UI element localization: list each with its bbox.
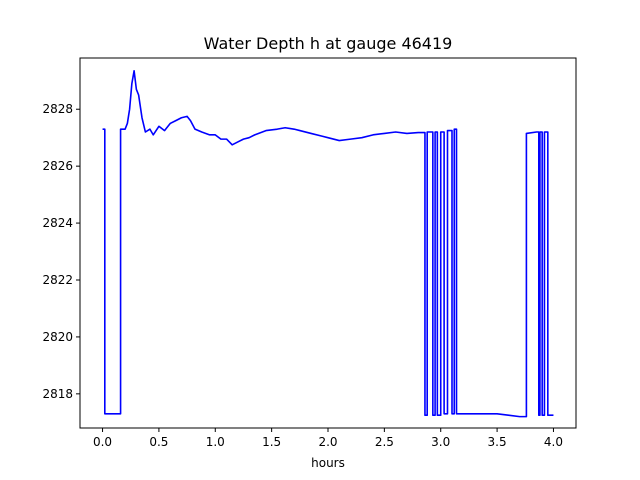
x-tick-label: 3.0	[431, 435, 450, 449]
x-tick-label: 4.0	[544, 435, 563, 449]
y-tick-label: 2822	[42, 273, 73, 287]
y-tick-label: 2828	[42, 102, 73, 116]
x-tick-label: 2.5	[375, 435, 394, 449]
y-tick-label: 2826	[42, 159, 73, 173]
y-tick-label: 2824	[42, 216, 73, 230]
x-tick-label: 0.0	[93, 435, 112, 449]
chart-title: Water Depth h at gauge 46419	[204, 34, 453, 53]
plot-frame	[79, 57, 577, 429]
x-axis-ticks: 0.0 0.5 1.0 1.5 2.0 2.5 3.0 3.5 4.0	[93, 428, 563, 449]
series-layer	[102, 70, 554, 418]
x-axis-label: hours	[311, 456, 345, 470]
y-axis-ticks: 2818 2820 2822 2824 2826 2828	[42, 102, 80, 401]
x-tick-label: 3.5	[488, 435, 507, 449]
series-line-0	[102, 70, 554, 418]
x-tick-label: 0.5	[149, 435, 168, 449]
y-tick-label: 2820	[42, 330, 73, 344]
x-tick-label: 2.0	[318, 435, 337, 449]
x-tick-label: 1.5	[262, 435, 281, 449]
x-tick-label: 1.0	[206, 435, 225, 449]
y-tick-label: 2818	[42, 387, 73, 401]
